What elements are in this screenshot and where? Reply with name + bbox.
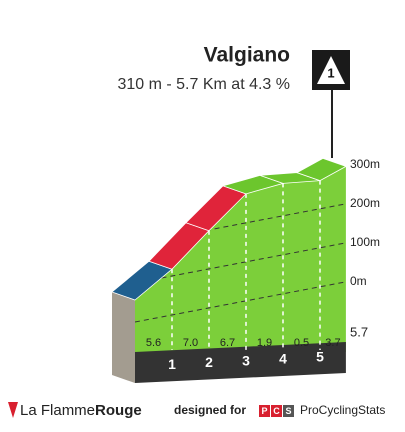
gradient-label: 1.9 (257, 337, 272, 349)
y-tick-label: 200m (350, 196, 380, 210)
y-tick-label: 100m (350, 235, 380, 249)
gradient-label: 3.7 (325, 337, 340, 349)
brand: La FlammeRouge (20, 402, 142, 419)
profile: 0m 100m 200m 300m 5.6 7.0 6.7 1.9 0.5 3.7 1 2 3 4 5 5.7 (111, 157, 380, 383)
y-tick-label: 0m (350, 274, 367, 288)
distance-label: 5.7 (350, 324, 368, 339)
y-tick-label: 300m (350, 157, 380, 171)
km-label: 4 (279, 351, 287, 367)
brand-icon (8, 402, 18, 418)
pcs-box (259, 405, 270, 417)
gradient-label: 6.7 (220, 337, 235, 349)
km-label: 5 (316, 349, 324, 365)
gradient-label: 7.0 (183, 337, 198, 349)
climb-subtitle: 310 m - 5.7 Km at 4.3 % (117, 76, 290, 93)
category-label: 1 (327, 65, 334, 80)
pcs-letter: P (261, 406, 267, 416)
base-band (135, 342, 346, 383)
climb-title: Valgiano (204, 44, 290, 67)
km-label: 1 (168, 356, 176, 372)
km-label: 3 (242, 352, 250, 368)
front-face (135, 166, 346, 352)
km-label: 2 (205, 354, 213, 370)
gradient-label: 5.6 (146, 337, 161, 349)
segment (296, 157, 347, 182)
pcs-box (271, 405, 282, 417)
pcs-letter: C (273, 406, 280, 416)
side-face (112, 292, 135, 383)
pcs-box (283, 405, 294, 417)
pcs-letter: S (285, 406, 291, 416)
gradient-label: 0.5 (294, 337, 309, 349)
category-triangle (317, 56, 345, 84)
site-name: ProCyclingStats (300, 403, 385, 417)
credit: designed for (174, 403, 246, 417)
